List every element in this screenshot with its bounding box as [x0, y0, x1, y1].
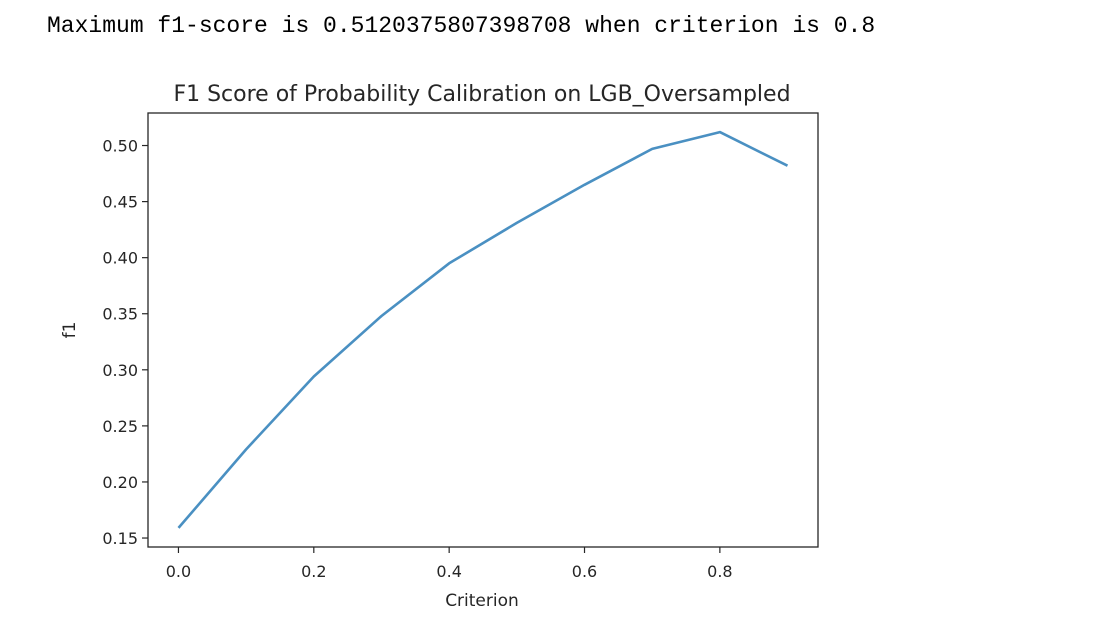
y-tick-label: 0.20 [102, 473, 138, 492]
x-tick-label: 0.6 [572, 562, 597, 581]
plot-series-layer [177, 130, 789, 529]
cell-output-text: Maximum f1-score is 0.5120375807398708 w… [47, 13, 876, 39]
x-axis-label: Criterion [445, 591, 519, 611]
y-tick-label: 0.15 [102, 529, 138, 548]
chart-title: F1 Score of Probability Calibration on L… [173, 82, 790, 107]
y-tick-label: 0.25 [102, 417, 138, 436]
x-tick-label: 0.0 [166, 562, 191, 581]
x-tick-label: 0.8 [707, 562, 732, 581]
y-tick-label: 0.50 [102, 137, 138, 156]
x-axis-ticks: 0.0 0.2 0.4 0.6 0.8 [166, 547, 733, 581]
x-tick-label: 0.4 [436, 562, 461, 581]
y-axis-label: f1 [60, 322, 80, 339]
y-tick-label: 0.45 [102, 193, 138, 212]
x-tick-label: 0.2 [301, 562, 326, 581]
y-tick-label: 0.40 [102, 249, 138, 268]
plot-area-frame [147, 112, 819, 548]
y-tick-label: 0.30 [102, 361, 138, 380]
series-line [177, 130, 789, 529]
y-tick-label: 0.35 [102, 305, 138, 324]
y-axis-ticks: 0.15 0.20 0.25 0.30 0.35 0.40 0.45 0.50 [102, 137, 148, 548]
